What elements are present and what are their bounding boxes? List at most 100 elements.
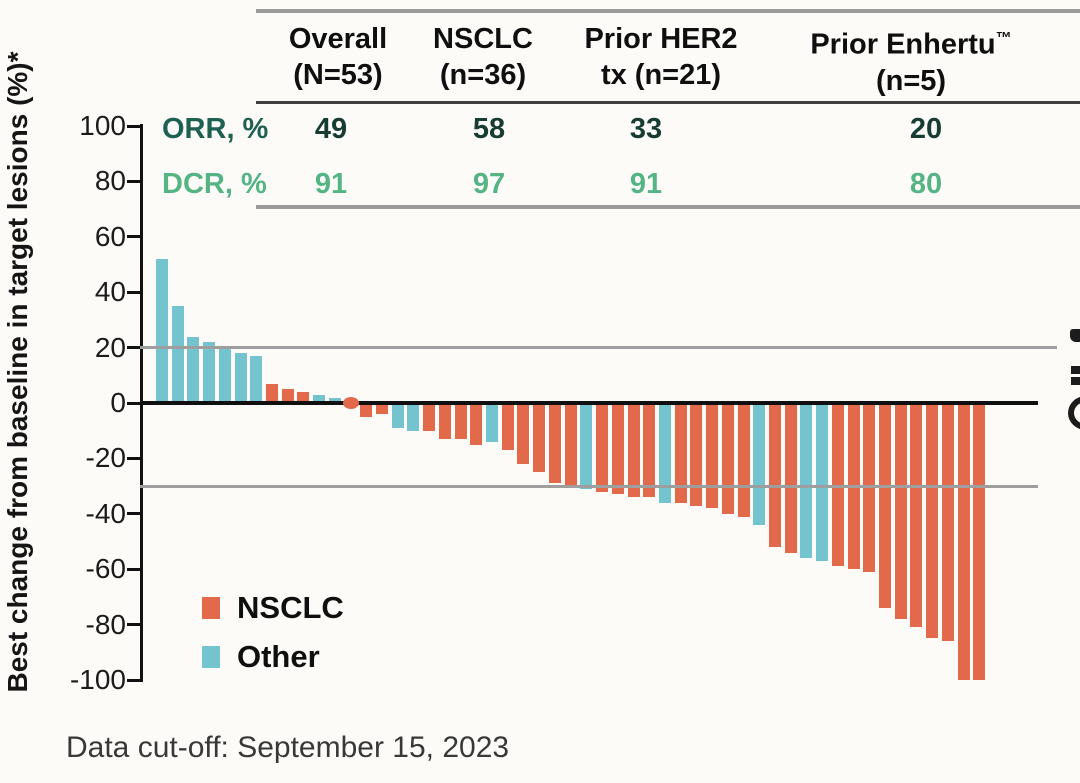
waterfall-bar (737, 403, 750, 517)
y-axis-tick (127, 290, 140, 294)
column-header-prior-her2: Prior HER2 tx (n=21) (584, 21, 737, 93)
waterfall-bar (391, 403, 404, 428)
y-axis-tick (127, 512, 140, 516)
y-axis-tick-label: 40 (94, 276, 126, 308)
orr-value-prior-enhertu: 20 (909, 113, 943, 145)
y-axis-tick (127, 567, 140, 571)
waterfall-bar (706, 403, 718, 509)
y-axis-tick-label: 80 (94, 165, 126, 197)
column-header-line2: (n=36) (439, 59, 527, 91)
waterfall-bar (517, 403, 530, 464)
waterfall-bar (486, 403, 498, 442)
waterfall-bar (266, 383, 278, 403)
y-axis-tick-label: -20 (85, 442, 126, 474)
legend-swatch-other (202, 646, 220, 668)
y-axis-tick (127, 235, 140, 239)
column-header-line2: tx (n=21) (600, 59, 722, 91)
dcr-value-nsclc: 97 (472, 168, 506, 200)
y-axis-tick-label: 60 (94, 220, 126, 252)
y-axis-tick-label: 20 (94, 331, 126, 363)
y-axis-tick-label: -80 (85, 608, 126, 640)
reference-line-minus30 (140, 484, 1038, 488)
waterfall-bar (627, 403, 640, 498)
y-axis-tick-label: -100 (69, 664, 126, 695)
waterfall-bar (407, 403, 420, 431)
waterfall-bar (784, 403, 797, 553)
y-axis-tick (127, 124, 140, 128)
y-axis-tick (127, 678, 140, 682)
waterfall-bar (596, 403, 608, 492)
orr-value-prior-her2: 33 (629, 113, 663, 145)
waterfall-bar (281, 389, 294, 403)
waterfall-bar (360, 403, 373, 417)
column-header-overall: Overall (N=53) (289, 21, 387, 93)
waterfall-bar (533, 403, 546, 473)
column-header-line2: (N=53) (293, 59, 383, 91)
waterfall-bar (438, 403, 451, 439)
waterfall-bar (234, 353, 247, 403)
waterfall-bar (674, 403, 687, 503)
y-axis-tick-label: 100 (79, 110, 126, 141)
waterfall-bar (313, 394, 326, 403)
waterfall-bar (156, 259, 168, 403)
y-axis-tick-label: -40 (85, 497, 126, 529)
waterfall-bar (957, 403, 970, 680)
waterfall-bar (643, 403, 656, 498)
waterfall-bar (328, 397, 341, 403)
waterfall-bar (753, 403, 766, 525)
data-cutoff-caption: Data cut-off: September 15, 2023 (66, 731, 510, 764)
orr-row-label: ORR, % (162, 113, 269, 145)
y-axis-tick (127, 179, 140, 183)
waterfall-bar (203, 342, 216, 403)
waterfall-bar (580, 403, 593, 489)
waterfall-bar (171, 306, 184, 404)
zero-change-dot (342, 397, 359, 409)
orr-value-overall: 49 (314, 113, 348, 145)
clipped-glyph-fragment (1071, 366, 1080, 374)
reference-line-plus20 (140, 346, 1057, 350)
orr-value-nsclc: 58 (472, 113, 506, 145)
legend-label-other: Other (237, 639, 320, 674)
waterfall-bar (218, 347, 231, 403)
y-axis-tick (127, 456, 140, 460)
column-header-line1: Overall (288, 23, 388, 55)
clipped-glyph-fragment (1070, 329, 1080, 342)
column-header-line1: Prior Enhertu™ (810, 28, 1012, 61)
column-header-line2: (n=5) (875, 64, 947, 97)
waterfall-bar (658, 403, 671, 503)
waterfall-bar (768, 403, 781, 547)
waterfall-bar (454, 403, 467, 439)
column-header-nsclc: NSCLC (n=36) (433, 21, 533, 93)
y-axis-tick (127, 346, 140, 350)
legend-label-nsclc: NSCLC (237, 590, 344, 625)
waterfall-bar (376, 403, 388, 415)
y-axis-tick-label: -60 (85, 553, 126, 585)
waterfall-bar (297, 391, 310, 403)
waterfall-bar (973, 403, 986, 680)
waterfall-bar (941, 403, 954, 642)
waterfall-bar (800, 403, 813, 559)
waterfall-bar (470, 403, 483, 445)
waterfall-bar (250, 355, 263, 403)
waterfall-bar (611, 403, 624, 495)
y-axis-tick-label: 0 (110, 387, 126, 418)
waterfall-bar (187, 336, 200, 403)
zero-baseline (140, 401, 1038, 405)
legend-swatch-nsclc (202, 597, 220, 619)
column-header-prior-enhertu: Prior Enhertu™ (n=5) (810, 21, 1011, 99)
waterfall-bar (548, 403, 561, 484)
waterfall-bar (564, 403, 577, 487)
waterfall-bar (816, 403, 828, 561)
clipped-glyph-fragment (1071, 377, 1080, 385)
column-header-line1: NSCLC (433, 23, 533, 55)
waterfall-bar (690, 403, 703, 506)
waterfall-bar (910, 403, 923, 628)
y-axis-tick (127, 623, 140, 627)
waterfall-bar (926, 403, 938, 639)
dcr-value-prior-enhertu: 80 (909, 168, 943, 200)
waterfall-bar (894, 403, 907, 620)
y-axis-tick (127, 401, 140, 405)
column-header-line1: Prior HER2 (584, 23, 738, 55)
waterfall-bar (423, 403, 436, 431)
